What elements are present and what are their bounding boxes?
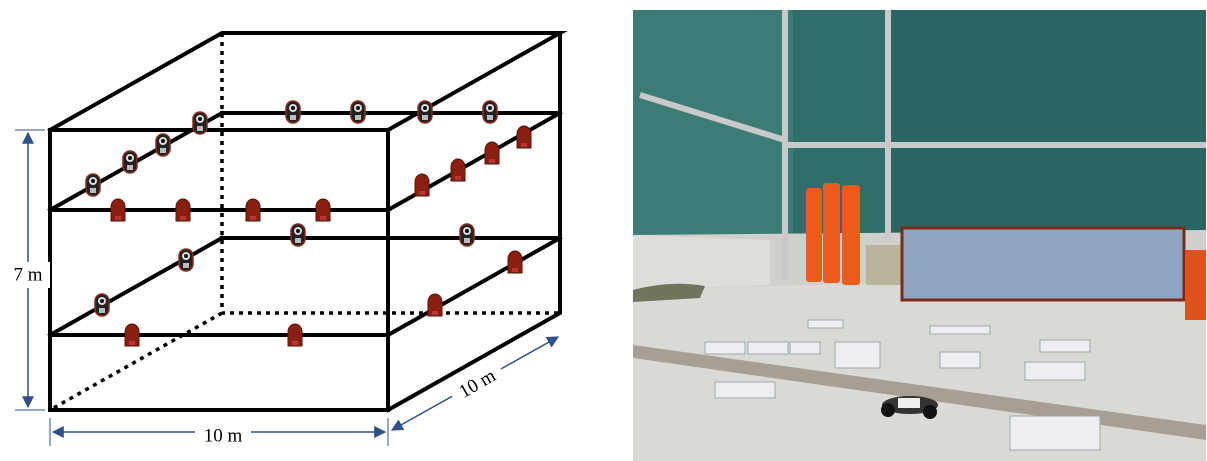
camera [246, 199, 260, 221]
box-edges [50, 33, 560, 410]
boxes [866, 245, 902, 285]
camera [485, 142, 499, 164]
camera [517, 126, 531, 148]
camera [508, 251, 522, 273]
camera [428, 294, 442, 316]
figure: 7 m 10 m 10 m [0, 0, 1207, 461]
shelf-lines-back [50, 113, 560, 335]
height-label: 7 m [13, 264, 42, 285]
net-wall-right [890, 10, 1206, 250]
room-diagram [50, 33, 560, 410]
camera [86, 174, 100, 196]
camera [451, 159, 465, 181]
cameras [86, 101, 531, 346]
camera [123, 151, 137, 173]
camera [415, 174, 429, 196]
camera [95, 294, 109, 316]
side-net [633, 235, 770, 290]
camera [483, 101, 497, 123]
camera [316, 199, 330, 221]
marker-panel [902, 228, 1184, 300]
camera [291, 224, 305, 246]
floor-near [633, 282, 1206, 461]
camera [418, 101, 432, 123]
camera [460, 224, 474, 246]
camera [193, 112, 207, 134]
orange-tubes [806, 183, 860, 285]
camera [286, 101, 300, 123]
width-label: 10 m [204, 425, 243, 446]
camera [156, 134, 170, 156]
orange-block [1185, 250, 1206, 320]
camera [125, 324, 139, 346]
camera [351, 101, 365, 123]
photo [633, 10, 1206, 461]
camera [111, 199, 125, 221]
hidden-edges [50, 33, 560, 410]
camera [179, 249, 193, 271]
camera [176, 199, 190, 221]
depth-label-group: 10 m [447, 360, 508, 411]
camera [288, 324, 302, 346]
